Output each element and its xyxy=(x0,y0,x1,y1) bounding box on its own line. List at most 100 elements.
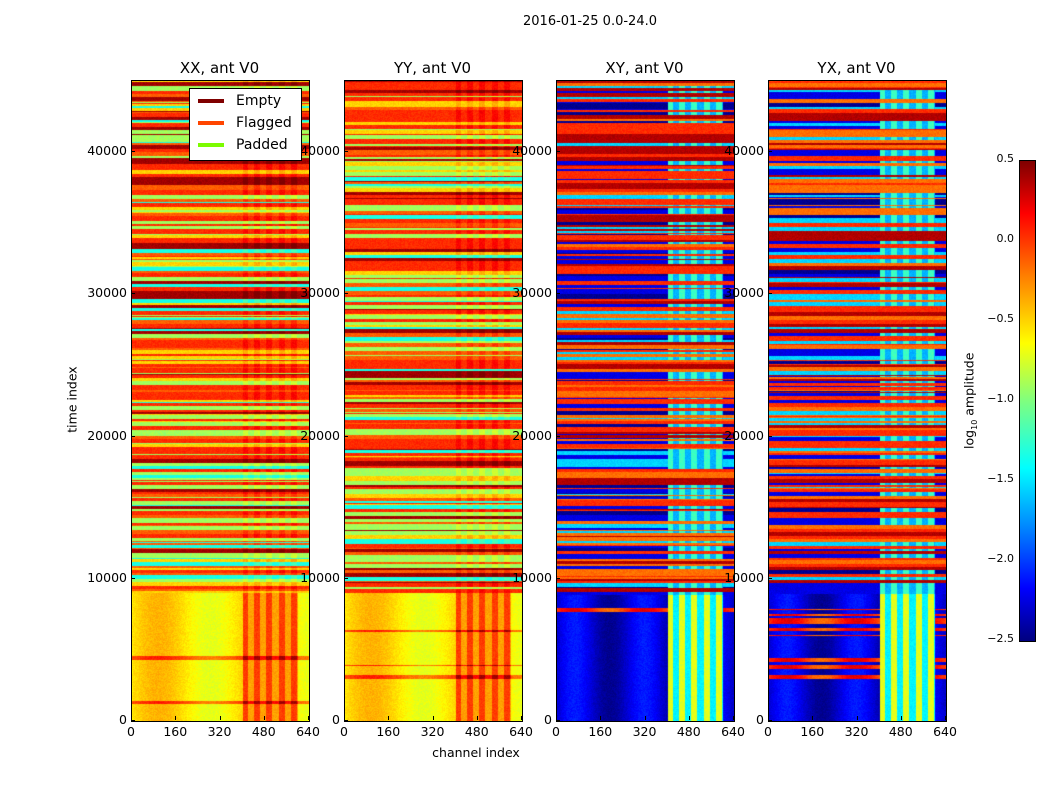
y-tick-mark xyxy=(344,720,348,721)
legend: Empty Flagged Padded xyxy=(189,88,302,161)
y-tick-mark xyxy=(768,435,772,437)
y-tick-mark xyxy=(131,151,135,153)
colorbar-label-sub: 10 xyxy=(969,419,979,430)
y-tick-mark xyxy=(344,435,348,437)
x-tick-mark xyxy=(344,716,345,720)
colorbar-tick-label: −2.5 xyxy=(987,632,1014,645)
y-tick-label: 20000 xyxy=(724,427,764,443)
colorbar-label-rest: amplitude xyxy=(961,352,977,420)
heatmap-panel-1 xyxy=(344,80,523,722)
x-tick-label: 640 xyxy=(721,724,745,739)
x-tick-label: 480 xyxy=(888,724,913,739)
y-tick-label: 30000 xyxy=(724,285,764,301)
y-tick-label: 0 xyxy=(332,712,340,727)
x-tick-mark xyxy=(175,716,177,720)
y-tick-label: 30000 xyxy=(300,285,340,301)
y-tick-mark xyxy=(768,577,772,579)
colorbar xyxy=(1019,160,1036,642)
x-tick-mark xyxy=(768,716,769,720)
heatmap-panel-0 xyxy=(131,80,310,722)
y-tick-label: 0 xyxy=(544,712,552,727)
y-tick-mark xyxy=(768,151,772,153)
heatmap-panel-2 xyxy=(556,80,735,722)
y-tick-mark xyxy=(131,435,135,437)
x-tick-mark xyxy=(131,716,132,720)
legend-label: Empty xyxy=(236,93,282,109)
colorbar-label: log10 amplitude xyxy=(961,351,979,451)
legend-swatch xyxy=(198,121,224,125)
y-tick-label: 40000 xyxy=(512,143,552,159)
colorbar-label-main: log xyxy=(961,429,977,449)
panel-title: YX, ant V0 xyxy=(817,59,896,77)
x-tick-label: 640 xyxy=(509,724,533,739)
heatmap-cells xyxy=(769,81,946,721)
legend-swatch xyxy=(198,143,224,147)
panel-title: XX, ant V0 xyxy=(179,59,260,77)
y-tick-mark xyxy=(344,577,348,579)
y-tick-label: 40000 xyxy=(724,143,764,159)
x-tick-mark xyxy=(263,716,265,720)
x-tick-label: 320 xyxy=(844,724,869,739)
x-tick-label: 160 xyxy=(376,724,401,739)
y-tick-mark xyxy=(344,293,348,295)
figure-title: 2016-01-25 0.0-24.0 xyxy=(523,14,657,29)
y-tick-mark xyxy=(556,435,560,437)
x-tick-label: 320 xyxy=(207,724,232,739)
x-tick-label: 0 xyxy=(552,724,560,739)
x-tick-mark xyxy=(219,716,221,720)
y-tick-mark xyxy=(131,720,135,721)
y-tick-mark xyxy=(556,151,560,153)
panel-title: YY, ant V0 xyxy=(393,59,471,77)
x-tick-label: 320 xyxy=(420,724,445,739)
y-tick-label: 10000 xyxy=(512,569,552,585)
y-tick-label: 40000 xyxy=(300,143,340,159)
x-tick-label: 480 xyxy=(251,724,276,739)
colorbar-tick-label: 0.0 xyxy=(996,232,1015,245)
x-tick-label: 320 xyxy=(632,724,657,739)
x-tick-mark xyxy=(476,716,478,720)
heatmap-cells xyxy=(132,81,309,721)
y-tick-mark xyxy=(768,720,772,721)
colorbar-tick-label: −2.0 xyxy=(987,552,1014,565)
y-tick-mark xyxy=(344,151,348,153)
colorbar-tick-label: −0.5 xyxy=(987,312,1014,325)
legend-label: Flagged xyxy=(236,115,292,131)
y-tick-mark xyxy=(556,577,560,579)
legend-item-padded: Padded xyxy=(198,134,288,156)
y-tick-mark xyxy=(556,720,560,721)
x-tick-mark xyxy=(644,716,646,720)
heatmap-cells xyxy=(345,81,522,721)
x-tick-label: 160 xyxy=(588,724,613,739)
legend-label: Padded xyxy=(236,137,288,153)
colorbar-tick-label: −1.0 xyxy=(987,392,1014,405)
x-axis-label: channel index xyxy=(432,745,520,760)
x-tick-label: 480 xyxy=(464,724,489,739)
x-tick-mark xyxy=(812,716,814,720)
y-tick-mark xyxy=(131,577,135,579)
heatmap-panel-3 xyxy=(768,80,947,722)
x-tick-label: 160 xyxy=(800,724,825,739)
x-tick-mark xyxy=(556,716,557,720)
x-tick-label: 640 xyxy=(296,724,320,739)
y-tick-mark xyxy=(768,293,772,295)
y-tick-label: 20000 xyxy=(300,427,340,443)
x-tick-mark xyxy=(945,716,946,720)
y-tick-label: 10000 xyxy=(724,569,764,585)
legend-swatch xyxy=(198,99,224,103)
colorbar-tick-label: 0.5 xyxy=(996,152,1015,165)
x-tick-mark xyxy=(856,716,858,720)
y-tick-label: 0 xyxy=(756,712,764,727)
x-tick-label: 480 xyxy=(676,724,701,739)
x-tick-mark xyxy=(600,716,602,720)
x-tick-mark xyxy=(388,716,390,720)
y-tick-label: 0 xyxy=(119,712,127,727)
y-tick-label: 30000 xyxy=(87,285,127,301)
y-tick-label: 10000 xyxy=(300,569,340,585)
x-tick-mark xyxy=(432,716,434,720)
x-tick-mark xyxy=(733,716,734,720)
y-tick-label: 10000 xyxy=(87,569,127,585)
x-tick-label: 640 xyxy=(933,724,957,739)
colorbar-tick-label: −1.5 xyxy=(987,472,1014,485)
y-tick-label: 20000 xyxy=(87,427,127,443)
x-tick-mark xyxy=(308,716,309,720)
